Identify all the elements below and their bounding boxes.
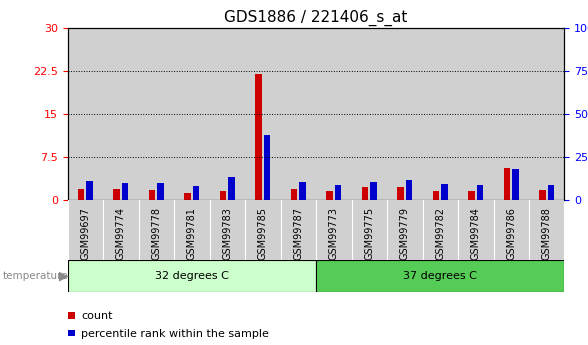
Bar — [539, 190, 546, 200]
Text: GSM99773: GSM99773 — [329, 207, 339, 260]
Bar — [139, 28, 174, 200]
Bar — [423, 28, 458, 200]
Text: GSM99788: GSM99788 — [542, 207, 552, 260]
Bar — [387, 28, 423, 200]
Bar — [326, 191, 333, 200]
Bar — [122, 183, 128, 200]
Text: GSM99785: GSM99785 — [258, 207, 268, 260]
Text: percentile rank within the sample: percentile rank within the sample — [81, 329, 269, 338]
Text: GSM99782: GSM99782 — [435, 207, 445, 260]
Text: ▶: ▶ — [59, 269, 68, 283]
Bar — [493, 28, 529, 200]
Bar — [362, 187, 368, 200]
Bar — [264, 135, 270, 200]
Bar — [316, 28, 352, 200]
Bar — [68, 260, 316, 292]
Title: GDS1886 / 221406_s_at: GDS1886 / 221406_s_at — [225, 10, 407, 26]
Bar — [280, 28, 316, 200]
Bar — [504, 168, 510, 200]
Bar — [193, 186, 199, 200]
Bar — [548, 186, 554, 200]
Bar — [149, 190, 155, 200]
Text: GSM99774: GSM99774 — [116, 207, 126, 260]
Text: temperature: temperature — [3, 271, 69, 281]
Bar — [458, 28, 493, 200]
Text: GSM99697: GSM99697 — [81, 207, 91, 260]
Bar — [113, 189, 120, 200]
Bar — [433, 191, 439, 200]
Bar — [68, 28, 103, 200]
Bar — [468, 191, 475, 200]
Bar — [512, 169, 519, 200]
Bar — [397, 187, 404, 200]
Text: GSM99779: GSM99779 — [400, 207, 410, 260]
Bar — [185, 193, 191, 200]
Text: count: count — [81, 312, 113, 321]
Bar — [352, 28, 387, 200]
Bar — [255, 73, 262, 200]
Text: GSM99781: GSM99781 — [187, 207, 197, 260]
Bar — [103, 28, 139, 200]
Bar — [158, 183, 164, 200]
Bar — [477, 186, 483, 200]
Bar — [86, 181, 93, 200]
Bar — [220, 191, 226, 200]
Text: 37 degrees C: 37 degrees C — [403, 271, 477, 281]
Text: GSM99778: GSM99778 — [151, 207, 161, 260]
Bar — [228, 177, 235, 200]
Bar — [291, 189, 298, 200]
Bar — [299, 182, 306, 200]
Bar — [316, 260, 564, 292]
Text: GSM99783: GSM99783 — [222, 207, 232, 260]
Bar — [174, 28, 209, 200]
Bar — [442, 184, 447, 200]
Bar — [370, 182, 377, 200]
Bar — [406, 180, 412, 200]
Text: GSM99787: GSM99787 — [293, 207, 303, 260]
Text: 32 degrees C: 32 degrees C — [155, 271, 229, 281]
Text: GSM99786: GSM99786 — [506, 207, 516, 260]
Bar — [335, 185, 341, 200]
Bar — [529, 28, 564, 200]
Text: GSM99775: GSM99775 — [365, 207, 375, 260]
Bar — [78, 189, 84, 200]
Bar — [209, 28, 245, 200]
Text: GSM99784: GSM99784 — [471, 207, 481, 260]
Bar — [245, 28, 280, 200]
